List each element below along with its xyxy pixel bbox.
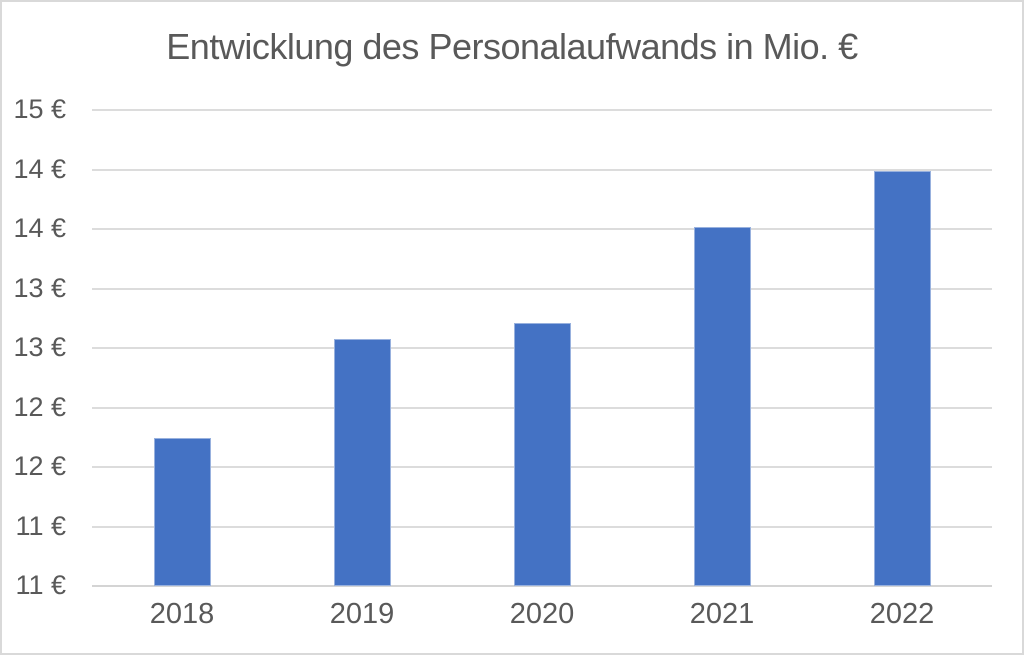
y-tick-label: 11 €: [15, 569, 66, 600]
y-tick-label: 13 €: [13, 272, 66, 303]
y-gridline: [92, 287, 992, 290]
plot-area: [92, 109, 992, 587]
y-gridline: [92, 109, 992, 111]
y-tick-label: 11 €: [15, 510, 66, 541]
y-tick-label: 12 €: [13, 391, 66, 422]
bar-2021: [693, 226, 751, 586]
x-tick-label: 2020: [509, 598, 575, 630]
x-tick-label: 2021: [689, 598, 755, 630]
bar-2019: [333, 338, 391, 586]
bar-2020: [513, 323, 571, 586]
y-gridline: [92, 228, 992, 230]
y-tick-label: 14 €: [13, 212, 66, 243]
bar-2018: [153, 438, 211, 586]
y-tick-label: 14 €: [13, 153, 66, 184]
y-gridline: [92, 168, 992, 171]
chart-title: Entwicklung des Personalaufwands in Mio.…: [166, 26, 858, 67]
y-tick-label: 15 €: [13, 93, 66, 124]
y-tick-label: 13 €: [13, 331, 66, 362]
x-tick-label: 2022: [869, 598, 935, 630]
y-tick-label: 12 €: [13, 450, 66, 481]
x-tick-label: 2019: [329, 598, 395, 630]
x-axis-line: [92, 585, 992, 587]
bar-2022: [873, 170, 931, 586]
x-tick-label: 2018: [149, 598, 215, 630]
